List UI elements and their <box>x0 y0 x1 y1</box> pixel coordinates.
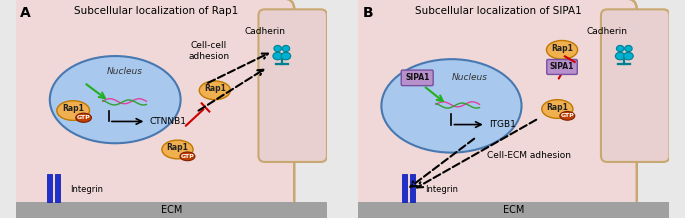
Bar <box>358 202 669 218</box>
Ellipse shape <box>274 45 282 52</box>
Text: Cadherin: Cadherin <box>244 27 285 36</box>
Text: Rap1: Rap1 <box>62 104 84 113</box>
Ellipse shape <box>162 140 193 159</box>
Text: Rap1: Rap1 <box>547 103 569 112</box>
Ellipse shape <box>616 45 624 52</box>
FancyBboxPatch shape <box>258 9 327 162</box>
Text: ITGB1: ITGB1 <box>489 120 516 129</box>
Text: Subcellular localization of Rap1: Subcellular localization of Rap1 <box>73 6 238 16</box>
Text: Cell-cell: Cell-cell <box>190 41 227 50</box>
Bar <box>16 202 327 218</box>
Text: Integrin: Integrin <box>70 186 103 194</box>
Text: Cell-ECM adhesion: Cell-ECM adhesion <box>487 151 571 160</box>
Text: Cadherin: Cadherin <box>586 27 627 36</box>
Text: GTP: GTP <box>560 113 574 118</box>
Ellipse shape <box>560 111 575 120</box>
Text: Nucleus: Nucleus <box>452 73 488 82</box>
Text: Rap1: Rap1 <box>551 44 573 53</box>
FancyBboxPatch shape <box>401 70 433 86</box>
Ellipse shape <box>547 41 577 59</box>
Ellipse shape <box>542 100 573 118</box>
Text: ECM: ECM <box>503 205 525 215</box>
Ellipse shape <box>625 45 632 52</box>
Bar <box>55 174 60 202</box>
Text: Nucleus: Nucleus <box>107 67 142 76</box>
Text: CTNNB1: CTNNB1 <box>149 117 186 126</box>
Text: SIPA1: SIPA1 <box>405 73 429 82</box>
FancyBboxPatch shape <box>8 0 295 213</box>
Text: ECM: ECM <box>160 205 182 215</box>
Text: GTP: GTP <box>77 115 90 120</box>
Ellipse shape <box>623 52 633 60</box>
Text: Rap1: Rap1 <box>166 143 188 152</box>
Text: SIPA1: SIPA1 <box>550 63 574 72</box>
Text: A: A <box>20 6 31 20</box>
FancyBboxPatch shape <box>547 60 577 74</box>
Ellipse shape <box>199 81 230 100</box>
Bar <box>47 174 51 202</box>
FancyBboxPatch shape <box>601 9 669 162</box>
Ellipse shape <box>615 52 625 60</box>
Bar <box>410 174 415 202</box>
Text: Integrin: Integrin <box>425 186 458 194</box>
Bar <box>401 174 407 202</box>
FancyBboxPatch shape <box>350 0 637 213</box>
Text: GTP: GTP <box>181 154 195 159</box>
Text: B: B <box>362 6 373 20</box>
Text: Rap1: Rap1 <box>204 84 226 93</box>
Ellipse shape <box>50 56 181 143</box>
Ellipse shape <box>382 59 521 153</box>
Ellipse shape <box>281 52 290 60</box>
Text: Subcellular localization of SIPA1: Subcellular localization of SIPA1 <box>415 6 582 16</box>
Ellipse shape <box>273 52 282 60</box>
Ellipse shape <box>282 45 290 52</box>
Ellipse shape <box>76 113 92 122</box>
Ellipse shape <box>180 152 195 161</box>
Text: adhesion: adhesion <box>188 52 229 61</box>
Ellipse shape <box>57 101 90 120</box>
